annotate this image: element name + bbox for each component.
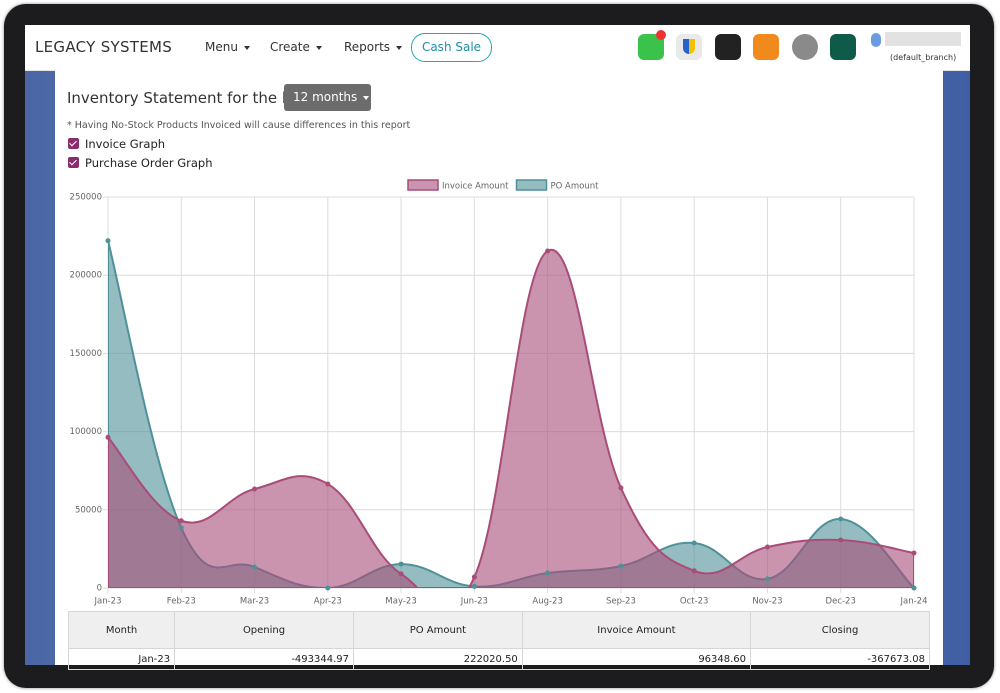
data-point: [691, 568, 697, 574]
column-header[interactable]: Closing: [750, 611, 930, 649]
y-tick-label: 200000: [70, 271, 102, 281]
x-tick-label: Feb-23: [167, 597, 196, 607]
table-cell: 222020.50: [353, 648, 523, 670]
data-point: [252, 486, 258, 492]
data-point: [105, 434, 111, 440]
table-cell: 96348.60: [521, 648, 752, 670]
reports[interactable]: Reports: [344, 40, 402, 54]
data-point: [838, 537, 844, 543]
label: Invoice Graph: [85, 137, 166, 151]
y-tick-label: 100000: [70, 427, 102, 437]
data-point: [691, 540, 697, 546]
data-point: [545, 248, 551, 254]
po-graph-checkbox[interactable]: Purchase Order Graph: [68, 156, 213, 170]
x-tick-label: Apr-23: [314, 597, 342, 607]
column-header[interactable]: Invoice Amount: [521, 611, 752, 649]
navbar: LEGACY SYSTEMS Menu Create Reports Cash …: [25, 25, 970, 71]
table-cell: Jan-23: [67, 648, 176, 670]
security-icon[interactable]: [676, 34, 702, 60]
x-tick-label: Jan-24: [900, 597, 928, 607]
x-tick-label: Sep-23: [606, 597, 636, 607]
period-dropdown[interactable]: 12 months: [284, 84, 371, 111]
data-point: [764, 544, 770, 550]
series-area: [108, 248, 914, 588]
data-point: [838, 516, 844, 522]
x-tick-label: Jan-23: [94, 597, 122, 607]
data-point: [105, 238, 111, 244]
x-tick-label: Nov-23: [752, 597, 782, 607]
label: Purchase Order Graph: [85, 156, 213, 170]
data-point: [178, 518, 184, 524]
table-cell: -367673.08: [750, 648, 930, 670]
legend-swatch: [515, 179, 548, 191]
table-row: Jan-23 -493344.97 222020.50 96348.60 -367673…: [67, 648, 930, 670]
x-tick-label: Dec-23: [826, 597, 856, 607]
create[interactable]: Create: [270, 40, 322, 54]
x-tick-label: May-23: [385, 597, 416, 607]
data-point: [178, 525, 184, 531]
checkbox[interactable]: [68, 138, 79, 149]
legend-swatch: [407, 179, 439, 191]
legend-label: PO Amount: [551, 182, 600, 192]
data-point: [545, 570, 551, 576]
y-tick-label: 150000: [70, 349, 102, 359]
y-tick-label: 250000: [70, 193, 102, 203]
branch: (default_branch): [890, 53, 957, 62]
data-point: [618, 485, 624, 491]
data-point: [398, 571, 404, 577]
data-point: [764, 576, 770, 582]
column-header[interactable]: Month: [67, 611, 176, 649]
x-tick-label: Aug-23: [532, 597, 562, 607]
data-point: [471, 574, 477, 580]
column-header[interactable]: PO Amount: [353, 611, 523, 649]
statement-table: Month Opening PO Amount Invoice Amount Closi…: [67, 611, 930, 670]
data-point: [911, 550, 917, 556]
shield: [683, 39, 695, 54]
y-tick-label: 50000: [75, 505, 102, 515]
stocks-icon[interactable]: [715, 34, 741, 60]
data-point: [618, 563, 624, 569]
user-icon[interactable]: [871, 33, 881, 47]
header-row: Month Opening PO Amount Invoice Amount Closi…: [67, 611, 930, 649]
table-body: Jan-23 -493344.97 222020.50 96348.60 -367673…: [67, 648, 930, 670]
data-point: [911, 585, 917, 591]
column-header[interactable]: Opening: [174, 611, 354, 649]
data-point: [252, 564, 258, 570]
legend-label: Invoice Amount: [442, 182, 509, 192]
data-point: [325, 585, 331, 591]
badge: [656, 30, 666, 40]
x-tick-label: Jun-23: [460, 597, 488, 607]
menu[interactable]: Menu: [205, 40, 250, 54]
x-tick-label: Oct-23: [680, 597, 709, 607]
user-name-blur: [885, 32, 961, 46]
note: * Having No-Stock Products Invoiced will…: [67, 120, 411, 131]
report-title: Inventory Statement for the last: [67, 89, 309, 107]
settings-icon[interactable]: [792, 34, 818, 60]
chart: 0 50000 100000 150000 200000 250000 Jan-23 Feb-…: [70, 179, 928, 607]
invoice-graph-checkbox[interactable]: Invoice Graph: [68, 137, 165, 151]
plot-area: [108, 240, 914, 588]
x-tick-label: Mar-23: [240, 597, 269, 607]
table-cell: -493344.97: [174, 648, 354, 670]
app-icon[interactable]: [830, 34, 856, 60]
data-point: [398, 561, 404, 567]
checkbox[interactable]: [68, 157, 79, 168]
books-icon[interactable]: [753, 34, 779, 60]
data-point: [325, 481, 331, 487]
y-tick-label: 0: [97, 584, 102, 594]
brand[interactable]: LEGACY SYSTEMS: [35, 38, 173, 56]
cash-sale-button[interactable]: Cash Sale: [411, 33, 492, 62]
data-point: [471, 583, 477, 589]
